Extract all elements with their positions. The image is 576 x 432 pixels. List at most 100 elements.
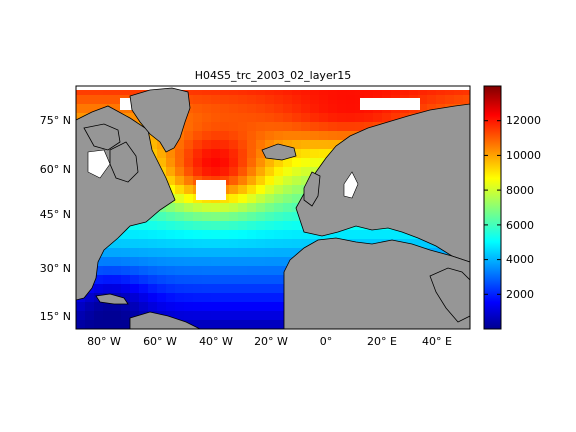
field-cell (103, 248, 113, 258)
field-cell (247, 113, 257, 123)
field-cell (319, 95, 329, 105)
field-cell (193, 221, 203, 231)
field-cell (220, 257, 230, 267)
field-cell (139, 266, 149, 276)
field-cell (319, 113, 329, 123)
field-cell (265, 167, 275, 177)
field-cell (283, 104, 293, 114)
field-cell (238, 95, 248, 105)
field-cell (103, 266, 113, 276)
field-cell (112, 104, 122, 114)
field-cell (202, 140, 212, 150)
field-cell (229, 302, 239, 312)
field-cell (283, 239, 293, 249)
field-cell (337, 104, 347, 114)
field-cell (247, 176, 257, 186)
field-cell (274, 221, 284, 231)
field-cell (319, 104, 329, 114)
colorbar-tick-6000: 6000 (506, 219, 534, 232)
lat-tick-30n: 30° N (40, 262, 71, 275)
field-cell (148, 248, 158, 258)
nodata-patch (76, 86, 470, 90)
field-cell (202, 320, 212, 329)
field-cell (238, 320, 248, 329)
field-cell (166, 248, 176, 258)
field-cell (265, 86, 275, 96)
field-cell (247, 203, 257, 213)
field-cell (355, 122, 365, 132)
field-cell (229, 167, 239, 177)
field-cell (139, 230, 149, 240)
field-cell (175, 149, 185, 159)
field-cell (112, 86, 122, 96)
field-cell (94, 284, 104, 294)
field-cell (184, 293, 194, 303)
field-cell (283, 122, 293, 132)
map-title: H04S5_trc_2003_02_layer15 (195, 69, 351, 82)
field-cell (274, 158, 284, 168)
field-cell (211, 131, 221, 141)
field-cell (193, 131, 203, 141)
field-cell (238, 239, 248, 249)
field-cell (301, 167, 311, 177)
field-cell (175, 248, 185, 258)
field-cell (337, 122, 347, 132)
field-cell (229, 122, 239, 132)
field-cell (220, 95, 230, 105)
field-cell (229, 104, 239, 114)
field-cell (166, 158, 176, 168)
field-cell (265, 122, 275, 132)
lat-tick-75n: 75° N (40, 114, 71, 127)
field-cell (193, 167, 203, 177)
field-cell (265, 284, 275, 294)
field-cell (175, 167, 185, 177)
field-cell (283, 248, 293, 258)
field-cell (265, 311, 275, 321)
field-cell (364, 113, 374, 123)
field-cell (256, 293, 266, 303)
field-cell (229, 113, 239, 123)
field-cell (256, 266, 266, 276)
field-cell (148, 257, 158, 267)
field-cell (400, 86, 410, 96)
field-cell (247, 221, 257, 231)
field-cell (166, 266, 176, 276)
field-cell (256, 140, 266, 150)
field-cell (265, 212, 275, 222)
field-cell (202, 221, 212, 231)
field-cell (121, 284, 131, 294)
field-cell (85, 302, 95, 312)
field-cell (229, 275, 239, 285)
field-cell (463, 95, 470, 105)
field-cell (274, 302, 284, 312)
lon-tick-80w: 80° W (87, 335, 121, 348)
field-cell (274, 185, 284, 195)
field-cell (157, 266, 167, 276)
field-cell (148, 284, 158, 294)
field-cell (220, 293, 230, 303)
field-cell (184, 284, 194, 294)
field-cell (175, 176, 185, 186)
field-cell (202, 131, 212, 141)
field-cell (247, 185, 257, 195)
field-cell (301, 95, 311, 105)
field-cell (337, 131, 347, 141)
field-cell (184, 275, 194, 285)
field-cell (130, 293, 140, 303)
nodata-patch (196, 180, 226, 200)
field-cell (346, 230, 356, 240)
field-cell (310, 158, 320, 168)
field-cell (247, 131, 257, 141)
field-cell (292, 212, 302, 222)
field-cell (301, 176, 311, 186)
field-cell (238, 104, 248, 114)
field-cell (211, 203, 221, 213)
field-cell (130, 311, 140, 321)
field-cell (247, 122, 257, 132)
field-cell (301, 86, 311, 96)
field-cell (220, 221, 230, 231)
field-cell (292, 176, 302, 186)
field-cell (211, 104, 221, 114)
inland-water (87, 149, 359, 199)
